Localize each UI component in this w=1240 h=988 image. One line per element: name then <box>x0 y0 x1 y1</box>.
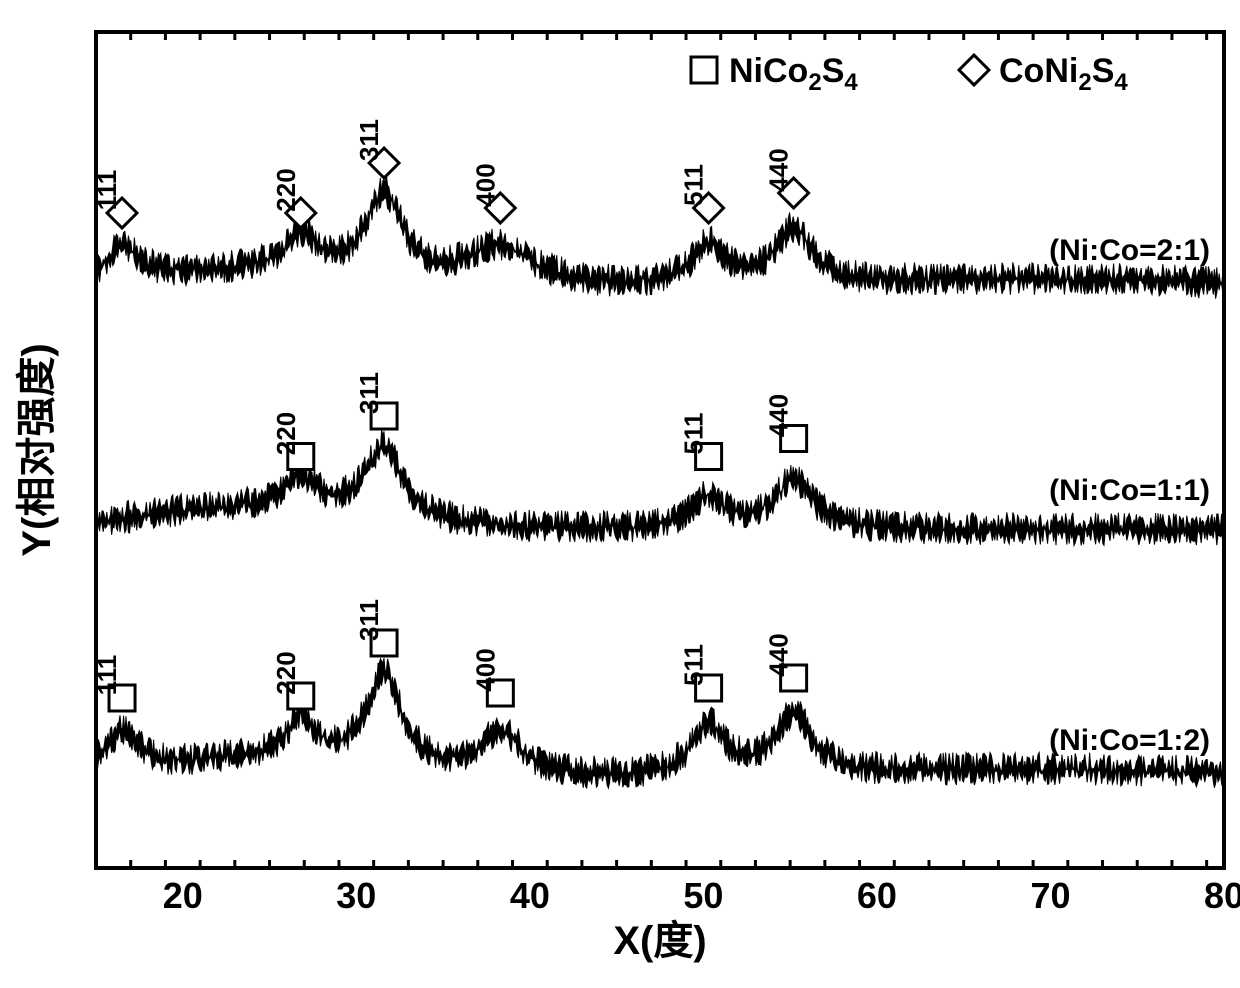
peak-label: 311 <box>354 372 384 414</box>
diamond-icon <box>959 55 989 85</box>
legend-label: CoNi2S4 <box>999 52 1128 96</box>
series-label-ratio_1_1: (Ni:Co=1:1) <box>1049 474 1210 507</box>
x-tick-label: 50 <box>683 875 723 916</box>
peak-label: 511 <box>679 644 709 686</box>
x-tick-label: 70 <box>1030 875 1070 916</box>
x-tick-label: 60 <box>857 875 897 916</box>
x-tick-label: 20 <box>163 875 203 916</box>
x-tick-label: 40 <box>510 875 550 916</box>
peak-label: 511 <box>679 413 709 455</box>
peak-label: 440 <box>764 633 794 676</box>
series-label-ratio_2_1: (Ni:Co=2:1) <box>1049 234 1210 267</box>
peak-label: 400 <box>470 163 500 206</box>
square-icon <box>691 57 717 83</box>
peak-label: 220 <box>271 412 301 455</box>
peak-label: 311 <box>354 119 384 161</box>
peak-label: 440 <box>764 148 794 191</box>
peak-label: 400 <box>470 648 500 691</box>
peak-label: 111 <box>92 170 122 211</box>
peak-label: 511 <box>679 164 709 206</box>
peak-label: 220 <box>271 651 301 694</box>
series-label-ratio_1_2: (Ni:Co=1:2) <box>1049 724 1210 757</box>
x-axis-label: X(度) <box>613 919 706 963</box>
peak-label: 220 <box>271 168 301 211</box>
peak-label: 311 <box>354 599 384 641</box>
peak-label: 440 <box>764 394 794 437</box>
xrd-chart: 20 30 40 50 60 70 80 X(度) Y(相对强度) 111 220 311 400 511… <box>0 0 1240 988</box>
x-tick-label: 80 <box>1204 875 1240 916</box>
x-tick-label: 30 <box>336 875 376 916</box>
y-axis-label: Y(相对强度) <box>15 343 59 556</box>
legend-label: NiCo2S4 <box>729 52 858 96</box>
peak-label: 111 <box>92 655 122 696</box>
